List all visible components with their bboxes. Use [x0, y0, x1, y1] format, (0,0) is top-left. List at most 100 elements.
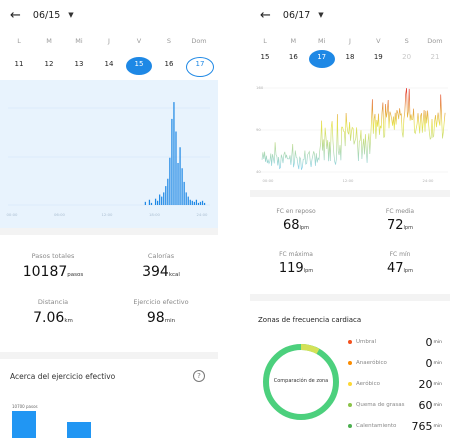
- stat-value: 119: [278, 261, 304, 276]
- date-item[interactable]: 16: [164, 60, 174, 68]
- steps-bar: [161, 196, 163, 205]
- steps-bar: [171, 118, 173, 205]
- y-tick-label: 90: [256, 127, 261, 132]
- zone-value: 20: [418, 377, 433, 391]
- help-icon[interactable]: ?: [193, 370, 205, 382]
- zone-dot-icon: [348, 382, 352, 386]
- weekday-row: L M Mi J V S Dom: [250, 37, 450, 45]
- zone-value: 60: [418, 398, 433, 412]
- steps-bar: [169, 157, 171, 205]
- steps-bar: [197, 202, 200, 205]
- weekday-label: L: [263, 37, 267, 45]
- date-header: ← 06/15 ▼: [10, 6, 74, 24]
- x-tick-label: 12:00: [343, 178, 355, 183]
- date-item[interactable]: 11: [14, 60, 24, 68]
- weekday-label: S: [166, 37, 172, 45]
- steps-bar: [201, 200, 204, 205]
- stat-label: FC media: [385, 208, 415, 215]
- date-item-today[interactable]: 17: [186, 55, 214, 77]
- stat-unit: lpm: [299, 225, 309, 231]
- date-item[interactable]: 15: [260, 53, 270, 61]
- date-header: ← 06/17 ▼: [260, 6, 324, 24]
- steps-bar: [159, 194, 161, 205]
- x-tick-label: 00:00: [263, 178, 275, 183]
- zone-value: 0: [425, 335, 433, 349]
- stat-max-hr: FC máxima 119lpm: [256, 251, 336, 276]
- stat-value: 72: [387, 218, 404, 233]
- hr-zones-title: Zonas de frecuencia cardiaca: [258, 316, 362, 324]
- stat-label: FC máxima: [279, 251, 313, 258]
- date-item[interactable]: 16: [288, 53, 298, 61]
- stat-label: Distancia: [37, 298, 69, 306]
- zone-name: Calentamiento: [356, 423, 397, 429]
- stat-unit: pasos: [67, 272, 84, 278]
- steps-bar: [183, 181, 185, 205]
- x-tick-label: 06:00: [54, 212, 66, 217]
- zone-name: Anaeróbico: [356, 360, 387, 366]
- ring-label: Comparación de zona: [273, 378, 329, 384]
- zone-dot-icon: [348, 403, 352, 407]
- zone-value: 765: [411, 419, 433, 433]
- date-item[interactable]: 19: [373, 53, 383, 61]
- steps-bar: [191, 200, 193, 205]
- stat-steps: Pasos totales 10187pasos: [3, 252, 103, 280]
- stat-rest-hr: FC en reposo 68lpm: [256, 208, 336, 233]
- steps-bar: [181, 168, 183, 205]
- date-item[interactable]: 18: [345, 53, 355, 61]
- stat-distance: Distancia 7.06km: [3, 298, 103, 326]
- steps-bar: [177, 163, 179, 205]
- steps-bar: [144, 201, 146, 205]
- steps-bar: [203, 202, 206, 205]
- zone-name: Aeróbico: [356, 381, 380, 387]
- stat-value: 98: [146, 310, 165, 326]
- back-arrow-icon[interactable]: ←: [10, 7, 21, 23]
- zone-unit: min: [433, 339, 443, 345]
- zone-comparison-ring: [263, 343, 339, 420]
- back-arrow-icon[interactable]: ←: [260, 7, 271, 23]
- steps-bar: [167, 178, 169, 205]
- steps-bar: [154, 198, 157, 205]
- steps-bar: [165, 186, 167, 205]
- weekday-label: V: [136, 37, 142, 45]
- weekday-label: M: [290, 37, 297, 45]
- steps-bar: [12, 411, 36, 438]
- date-item[interactable]: 12: [44, 60, 54, 68]
- stat-unit: min: [164, 318, 176, 324]
- stat-label: Calorías: [147, 252, 175, 260]
- bar-label: 10700 pasos: [12, 404, 38, 409]
- steps-bar: [195, 199, 198, 205]
- divider: [250, 190, 450, 197]
- steps-bar: [193, 201, 195, 205]
- date-selector[interactable]: 06/15: [32, 9, 61, 21]
- date-selector[interactable]: 06/17: [282, 9, 311, 21]
- weekday-label: L: [17, 37, 21, 45]
- steps-bar: [187, 196, 189, 205]
- date-item[interactable]: 13: [74, 60, 84, 68]
- date-row: 15 16 17 18 19 20 21: [250, 47, 450, 68]
- stat-unit: kcal: [168, 272, 180, 278]
- zone-unit: min: [433, 381, 443, 387]
- steps-bar: [189, 199, 191, 205]
- weekday-row: L M Mi J V S Dom: [0, 37, 218, 45]
- date-item-selected[interactable]: 17: [308, 48, 335, 68]
- zone-row-aerobic: Aeróbico 20 min: [348, 377, 443, 391]
- steps-bar: [199, 201, 202, 205]
- date-item[interactable]: 14: [104, 60, 114, 68]
- weekday-label: Dom: [191, 37, 207, 45]
- zone-unit: min: [433, 360, 443, 366]
- date-item-disabled: 21: [430, 53, 440, 61]
- date-item-disabled: 20: [402, 53, 412, 61]
- zone-dot-icon: [348, 340, 352, 344]
- stat-avg-hr: FC media 72lpm: [360, 208, 440, 233]
- steps-bar: [179, 147, 181, 205]
- steps-bar: [173, 102, 175, 205]
- steps-bar: [163, 192, 165, 205]
- x-tick-label: 18:00: [149, 212, 161, 217]
- dropdown-caret-icon[interactable]: ▼: [318, 11, 324, 19]
- date-item-selected[interactable]: 15: [126, 55, 152, 75]
- stat-label: Pasos totales: [31, 252, 75, 260]
- zone-row-warmup: Calentamiento 765 min: [348, 419, 442, 433]
- dropdown-caret-icon[interactable]: ▼: [68, 11, 74, 19]
- zone-dot-icon: [348, 361, 352, 365]
